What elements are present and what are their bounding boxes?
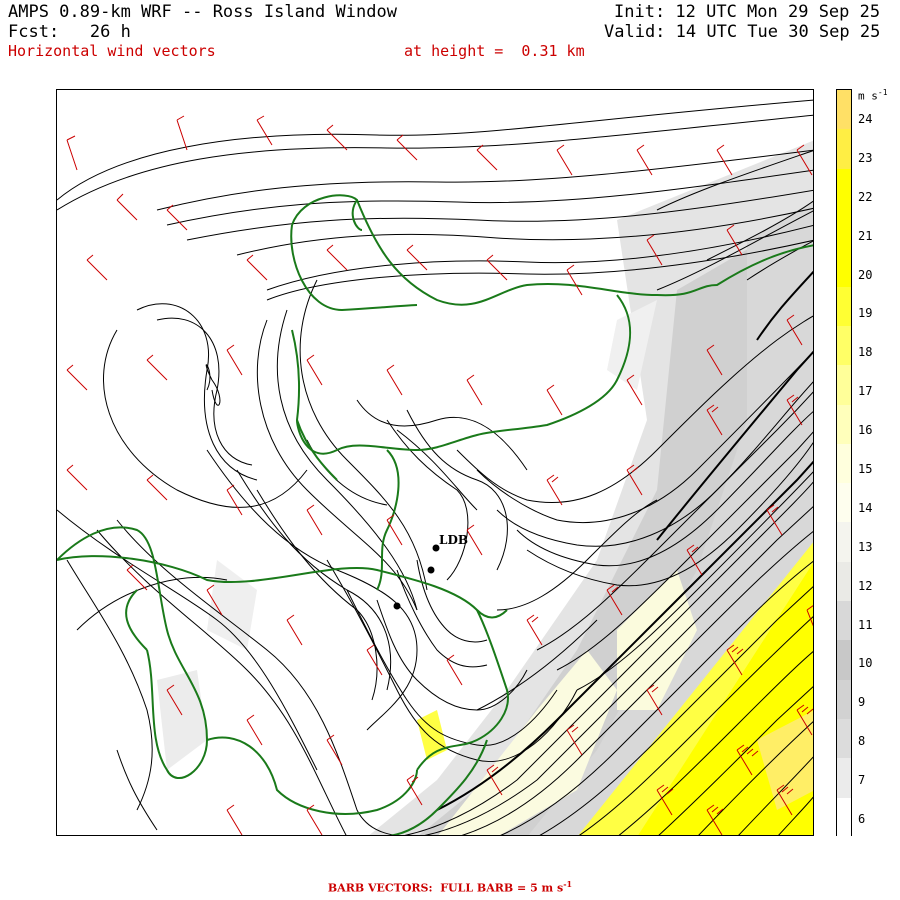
colorbar-segment [837,404,851,445]
colorbar-tick-label: 22 [858,189,873,204]
colorbar-tick-label: 16 [858,423,873,438]
init-time: Init: 12 UTC Mon 29 Sep 25 [614,2,881,22]
colorbar-segment [837,758,851,799]
colorbar-segment [837,561,851,602]
colorbar-segment [837,443,851,484]
colorbar-segment [837,168,851,209]
colorbar-tick-label: 20 [858,267,873,282]
colorbar-unit: m s-1 [858,88,888,103]
wind-barbs [66,115,813,835]
colorbar-tick-label: 23 [858,150,873,165]
colorbar-tick-label: 14 [858,500,873,515]
colorbar [836,89,852,838]
map-canvas [57,99,813,835]
station-ldb-label: LDB [439,533,468,547]
colorbar-tick-label: 21 [858,228,873,243]
colorbar-tick-label: 17 [858,384,873,399]
colorbar-segment [837,522,851,563]
colorbar-segment [837,325,851,366]
colorbar-tick-label: 11 [858,617,873,632]
colorbar-tick-label: 8 [858,734,866,749]
colorbar-segment [837,679,851,720]
colorbar-segment [837,797,851,838]
title-model: AMPS 0.89-km WRF -- Ross Island Window [8,2,397,22]
valid-time: Valid: 14 UTC Tue 30 Sep 25 [604,22,881,42]
height-contours [57,99,813,835]
station-marker [393,602,401,610]
colorbar-segment [837,640,851,681]
colorbar-segment [837,601,851,641]
colorbar-segment [837,365,851,406]
colorbar-segment [837,247,851,288]
colorbar-tick-label: 9 [858,695,866,710]
field-name: Horizontal wind vectors [8,42,216,60]
station-ldb-marker [432,544,440,552]
station-marker [427,566,435,574]
height-label: at height = 0.31 km [404,42,585,60]
colorbar-tick-label: 18 [858,345,873,360]
colorbar-tick-label: 6 [858,812,866,826]
colorbar-segment [837,483,851,523]
colorbar-tick-label: 24 [858,112,873,126]
stations [393,544,440,610]
colorbar-tick-label: 15 [858,462,873,476]
barb-legend: BARB VECTORS: FULL BARB = 5 m s-1 [327,879,573,895]
colorbar-tick-label: 13 [858,539,873,554]
colorbar-segment [837,286,851,327]
colorbar-tick-label: 10 [858,656,873,671]
forecast-hour: Fcst: 26 h [8,22,131,42]
colorbar-tick-label: 12 [858,578,873,593]
map-panel: LDB [56,89,814,836]
coastline [57,194,813,835]
colorbar-segment [837,90,851,130]
wind-speed-shading [157,140,813,835]
colorbar-segment [837,129,851,170]
colorbar-tick-label: 7 [858,773,866,788]
colorbar-tick-label: 19 [858,306,873,321]
colorbar-segment [837,207,851,248]
colorbar-segment [837,719,851,759]
